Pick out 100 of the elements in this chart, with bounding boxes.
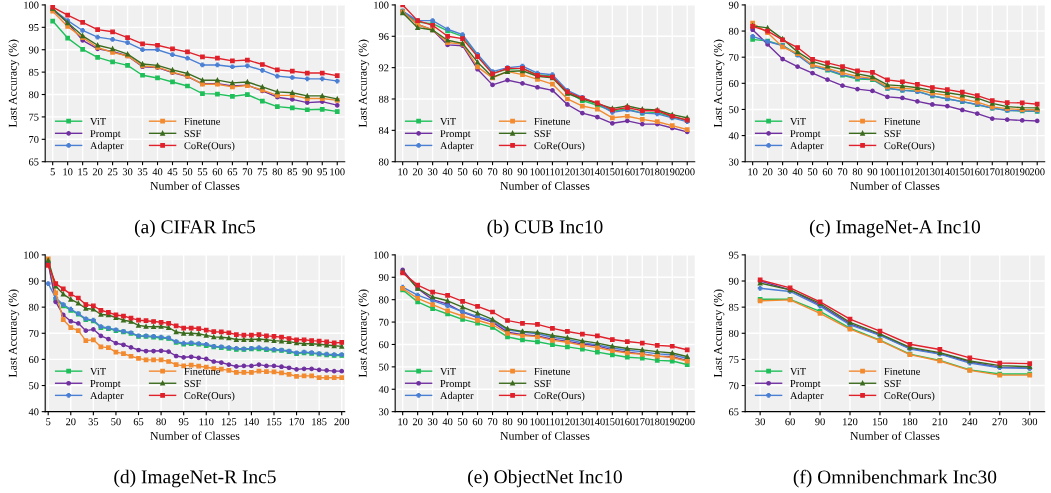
legend-label: Finetune (884, 117, 921, 125)
y-tick-label: 70 (29, 329, 39, 337)
x-tick-label: 300 (1022, 418, 1038, 426)
x-tick-label: 70 (488, 168, 498, 176)
x-axis-title: Number of Classes (500, 181, 590, 190)
x-tick-label: 30 (777, 168, 788, 176)
x-tick-label: 80 (502, 168, 513, 176)
x-tick-label: 150 (605, 168, 620, 176)
legend-label: Prompt (440, 380, 471, 390)
legend-label: Prompt (90, 380, 121, 390)
x-axis-title: Number of Classes (500, 431, 590, 440)
y-tick-label: 92 (378, 64, 389, 72)
y-tick-label: 84 (378, 127, 389, 135)
y-tick-label: 30 (379, 408, 389, 416)
legend-label: Prompt (790, 380, 821, 390)
y-tick-label: 80 (378, 158, 389, 166)
x-tick-label: 140 (244, 418, 259, 426)
x-tick-label: 100 (330, 168, 345, 176)
x-tick-label: 85 (287, 168, 298, 176)
x-tick-label: 120 (910, 168, 925, 176)
y-tick-label: 70 (729, 382, 739, 390)
y-axis-title: Last Accuracy (%) (8, 39, 20, 128)
y-tick-label: 85 (728, 303, 739, 311)
legend-label: SSF (884, 380, 901, 388)
y-tick-label: 90 (378, 273, 389, 281)
x-tick-label: 25 (107, 168, 118, 176)
text: (a) CIFAR Inc5 (134, 219, 256, 238)
x-tick-label: 20 (412, 418, 423, 426)
x-tick-label: 100 (530, 418, 545, 426)
y-tick-label: 65 (728, 408, 739, 416)
legend-label: SSF (184, 130, 201, 138)
x-tick-label: 170 (985, 168, 1000, 176)
x-tick-label: 95 (317, 168, 328, 176)
legend-label: SSF (534, 130, 551, 138)
x-tick-label: 90 (867, 168, 878, 176)
legend-label: ViT (90, 367, 106, 375)
x-tick-label: 240 (962, 418, 978, 426)
y-tick-label: 75 (729, 356, 739, 364)
x-tick-label: 200 (679, 168, 695, 176)
y-tick-label: 50 (29, 382, 39, 390)
y-tick-label: 80 (28, 303, 39, 311)
x-tick-label: 170 (635, 418, 650, 426)
x-tick-label: 80 (156, 418, 166, 426)
x-tick-label: 60 (785, 418, 795, 426)
legend-label: Finetune (534, 367, 571, 375)
x-tick-label: 15 (78, 168, 88, 176)
x-tick-label: 160 (620, 168, 635, 176)
x-tick-label: 90 (815, 418, 825, 426)
x-tick-label: 190 (665, 168, 680, 176)
legend-label: CoRe(Ours) (534, 391, 585, 402)
x-tick-label: 140 (590, 418, 605, 426)
x-axis-title: Number of Classes (150, 181, 240, 190)
text: (f) Omnibenchmark Inc30 (793, 469, 997, 488)
x-axis-title: Number of Classes (150, 431, 240, 440)
x-tick-label: 180 (903, 418, 918, 426)
y-tick-label: 60 (28, 356, 39, 364)
y-tick-label: 60 (728, 80, 739, 88)
x-tick-label: 50 (111, 418, 121, 426)
y-tick-label: 90 (28, 277, 39, 285)
x-tick-label: 180 (1000, 168, 1015, 176)
x-tick-label: 60 (472, 168, 483, 176)
x-tick-label: 50 (457, 418, 468, 426)
x-tick-label: 80 (272, 168, 283, 176)
y-tick-label: 65 (28, 158, 39, 166)
y-tick-label: 50 (729, 106, 739, 114)
y-tick-label: 40 (378, 385, 389, 393)
x-tick-label: 40 (152, 168, 163, 176)
legend-label: ViT (90, 117, 106, 125)
x-tick-label: 180 (650, 418, 665, 426)
x-tick-label: 150 (605, 418, 620, 426)
y-axis-title: Last Accuracy (%) (8, 289, 20, 378)
legend-label: ViT (440, 367, 456, 375)
y-tick-label: 70 (29, 135, 39, 144)
x-tick-label: 45 (167, 168, 178, 176)
legend-label: CoRe(Ours) (184, 391, 235, 402)
x-tick-label: 30 (122, 168, 133, 176)
legend-label: Adapter (790, 391, 824, 402)
text: (b) CUB Inc10 (487, 219, 603, 238)
x-tick-label: 20 (412, 168, 423, 176)
x-tick-label: 80 (852, 168, 863, 176)
y-tick-label: 75 (29, 113, 39, 121)
x-tick-label: 190 (1015, 168, 1030, 176)
x-tick-label: 60 (472, 418, 483, 426)
y-tick-label: 100 (374, 1, 389, 9)
x-tick-label: 90 (302, 168, 313, 176)
x-tick-label: 40 (442, 168, 453, 176)
x-tick-label: 155 (267, 418, 282, 426)
y-tick-label: 60 (378, 341, 389, 349)
legend-label: CoRe(Ours) (884, 391, 935, 402)
y-axis-title: Last Accuracy (%) (358, 39, 370, 128)
x-tick-label: 35 (88, 418, 99, 426)
y-tick-label: 70 (379, 318, 389, 326)
x-tick-label: 20 (762, 168, 773, 176)
x-tick-label: 10 (398, 418, 408, 426)
x-tick-label: 200 (1029, 168, 1045, 176)
y-tick-label: 90 (728, 1, 739, 9)
legend-label: Adapter (790, 141, 824, 152)
x-tick-label: 60 (822, 168, 833, 176)
y-tick-label: 40 (728, 132, 739, 140)
legend-label: ViT (790, 117, 806, 125)
